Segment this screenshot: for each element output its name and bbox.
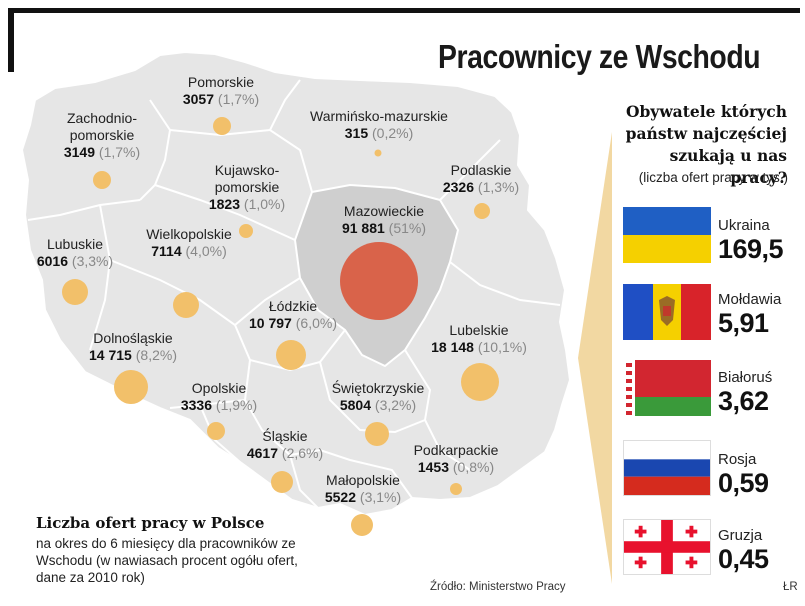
dot-swietokrzyskie	[365, 422, 389, 446]
legend-title: Liczba ofert pracy w Polsce	[36, 514, 265, 532]
label-opolskie: Opolskie 3336 (1,9%)	[180, 380, 258, 413]
panel-arrow	[578, 132, 612, 584]
region-borders	[27, 79, 561, 509]
legend-description: na okres do 6 miesięcy dla pracowników z…	[36, 536, 298, 585]
label-lubuskie: Lubuskie 6016 (3,3%)	[36, 236, 114, 269]
label-warminsko-mazurskie: Warmińsko-mazurskie 315 (0,2%)	[310, 108, 448, 141]
credit-note: ŁR	[783, 581, 798, 593]
label-malopolskie: Małopolskie 5522 (3,1%)	[324, 472, 402, 505]
country-name: Ukraina	[718, 217, 770, 234]
dot-podlaskie	[474, 203, 490, 219]
dot-mazowieckie	[340, 242, 418, 320]
label-pomorskie: Pomorskie 3057 (1,7%)	[182, 74, 260, 107]
poland-outline	[20, 50, 572, 517]
belarus-flag-icon	[623, 360, 711, 416]
dot-lodzkie	[276, 340, 306, 370]
country-ukraine: Ukraina 169,5	[718, 217, 784, 264]
russia-flag-icon	[623, 440, 711, 496]
source-note: Źródło: Ministerstwo Pracy	[430, 581, 566, 593]
label-swietokrzyskie: Świętokrzyskie 5804 (3,2%)	[331, 380, 425, 413]
country-belarus: Białoruś 3,62	[718, 369, 772, 415]
page-title: Pracownicy ze Wschodu	[438, 38, 761, 75]
country-value: 5,91	[718, 308, 769, 338]
frame-top-border	[8, 8, 800, 13]
country-russia: Rosja 0,59	[718, 451, 769, 497]
country-value: 0,45	[718, 544, 769, 574]
country-value: 3,62	[718, 386, 769, 416]
dot-lubuskie	[62, 279, 88, 305]
moldova-flag-icon	[623, 284, 711, 340]
dot-opolskie	[207, 422, 225, 440]
label-dolnoslaskie: Dolnośląskie 14 715 (8,2%)	[89, 330, 177, 363]
dot-lubelskie	[461, 363, 499, 401]
country-georgia: Gruzja 0,45	[718, 527, 769, 573]
country-value: 169,5	[718, 234, 784, 264]
label-lubelskie: Lubelskie 18 148 (10,1%)	[431, 322, 527, 355]
label-slaskie: Śląskie 4617 (2,6%)	[246, 428, 324, 461]
panel-title: Obywatele których państw najczęściej szu…	[625, 102, 787, 187]
dot-kujawsko-pomorskie	[239, 224, 253, 238]
country-name: Białoruś	[718, 369, 773, 386]
label-podkarpackie: Podkarpackie 1453 (0,8%)	[413, 442, 499, 475]
dot-slaskie	[271, 471, 293, 493]
label-wielkopolskie: Wielkopolskie 7114 (4,0%)	[146, 226, 232, 259]
dot-dolnoslaskie	[114, 370, 148, 404]
georgia-flag-icon	[623, 519, 711, 575]
frame-left-border	[8, 8, 14, 72]
dot-wielkopolskie	[173, 292, 199, 318]
country-name: Mołdawia	[718, 291, 782, 308]
country-name: Rosja	[718, 451, 757, 468]
country-moldova: Mołdawia 5,91	[718, 291, 781, 337]
dot-podkarpackie	[450, 483, 462, 495]
label-lodzkie: Łódzkie 10 797 (6,0%)	[249, 298, 337, 331]
label-podlaskie: Podlaskie 2326 (1,3%)	[442, 162, 520, 195]
ukraine-flag-icon	[623, 207, 711, 263]
dot-malopolskie	[351, 514, 373, 536]
dot-zachodniopomorskie	[93, 171, 111, 189]
dot-warminsko-mazurskie	[374, 149, 382, 157]
label-zachodniopomorskie: Zachodnio- pomorskie 3149 (1,7%)	[63, 110, 141, 160]
label-mazowieckie: Mazowieckie 91 881 (51%)	[341, 203, 427, 236]
label-kujawsko-pomorskie: Kujawsko- pomorskie 1823 (1,0%)	[208, 162, 286, 212]
panel-subtitle: (liczba ofert pracy w tys.)	[638, 170, 788, 185]
country-value: 0,59	[718, 468, 769, 498]
country-name: Gruzja	[718, 527, 763, 544]
dot-pomorskie	[213, 117, 231, 135]
